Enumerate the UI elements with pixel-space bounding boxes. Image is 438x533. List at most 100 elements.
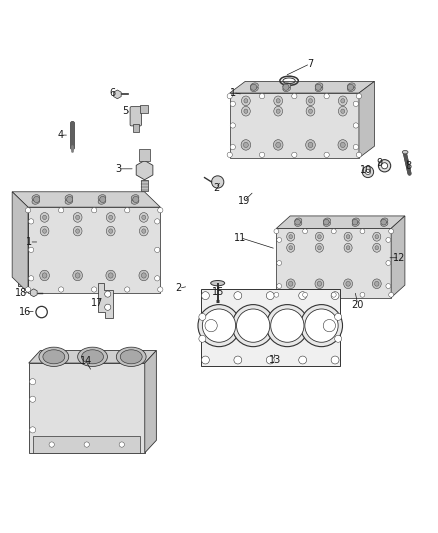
Ellipse shape: [141, 273, 146, 278]
Ellipse shape: [42, 215, 46, 220]
Ellipse shape: [244, 109, 248, 114]
Polygon shape: [18, 214, 28, 286]
Ellipse shape: [339, 107, 347, 116]
Ellipse shape: [374, 281, 379, 286]
Circle shape: [378, 159, 391, 172]
Circle shape: [381, 220, 386, 225]
Circle shape: [198, 304, 240, 346]
Circle shape: [335, 313, 342, 320]
Ellipse shape: [373, 232, 381, 241]
Text: 1: 1: [26, 237, 32, 247]
Circle shape: [28, 247, 34, 253]
Circle shape: [29, 396, 36, 402]
Ellipse shape: [347, 83, 355, 89]
Polygon shape: [230, 82, 374, 93]
Ellipse shape: [306, 140, 315, 150]
Ellipse shape: [341, 109, 345, 114]
Circle shape: [292, 93, 297, 99]
Circle shape: [105, 291, 111, 297]
Circle shape: [230, 101, 236, 107]
Circle shape: [303, 229, 307, 233]
Polygon shape: [276, 216, 405, 229]
Circle shape: [158, 287, 163, 292]
Text: 16: 16: [19, 306, 32, 317]
Circle shape: [386, 284, 391, 288]
Text: 5: 5: [122, 107, 128, 116]
Polygon shape: [28, 207, 160, 293]
Circle shape: [352, 220, 358, 225]
Text: 7: 7: [307, 59, 313, 69]
Text: 9: 9: [376, 158, 382, 168]
Circle shape: [25, 207, 31, 213]
FancyBboxPatch shape: [139, 149, 150, 161]
Ellipse shape: [339, 96, 347, 106]
Ellipse shape: [106, 226, 115, 236]
Circle shape: [49, 442, 54, 447]
Circle shape: [251, 84, 257, 90]
Circle shape: [232, 304, 274, 346]
Ellipse shape: [323, 221, 331, 227]
Circle shape: [199, 335, 206, 342]
Ellipse shape: [346, 281, 350, 286]
Ellipse shape: [241, 96, 250, 106]
Circle shape: [124, 287, 130, 292]
Circle shape: [259, 93, 265, 99]
Text: 2: 2: [213, 183, 219, 192]
Polygon shape: [98, 283, 113, 318]
Circle shape: [271, 309, 304, 342]
Circle shape: [347, 84, 353, 90]
Ellipse shape: [244, 142, 248, 148]
Circle shape: [323, 319, 336, 332]
FancyBboxPatch shape: [141, 180, 148, 191]
Circle shape: [324, 93, 329, 99]
Ellipse shape: [295, 221, 302, 227]
Circle shape: [274, 293, 279, 297]
Ellipse shape: [352, 218, 359, 223]
Ellipse shape: [142, 215, 146, 220]
Circle shape: [105, 304, 111, 310]
Circle shape: [100, 196, 106, 203]
Ellipse shape: [317, 281, 321, 286]
Ellipse shape: [403, 150, 408, 154]
Ellipse shape: [65, 198, 73, 204]
Ellipse shape: [244, 99, 248, 103]
Circle shape: [305, 309, 338, 342]
Polygon shape: [145, 351, 156, 453]
FancyBboxPatch shape: [130, 107, 141, 126]
Ellipse shape: [139, 213, 148, 222]
Circle shape: [234, 292, 242, 300]
Circle shape: [277, 238, 282, 243]
Ellipse shape: [109, 215, 113, 220]
Circle shape: [201, 292, 209, 300]
Polygon shape: [136, 160, 153, 180]
Circle shape: [277, 284, 282, 288]
Circle shape: [227, 152, 233, 157]
Circle shape: [357, 152, 362, 157]
Circle shape: [227, 93, 233, 99]
Ellipse shape: [352, 221, 359, 227]
Ellipse shape: [40, 213, 49, 222]
Circle shape: [29, 378, 36, 385]
Text: 8: 8: [405, 161, 411, 171]
Circle shape: [266, 292, 274, 300]
Ellipse shape: [81, 350, 103, 364]
Polygon shape: [230, 93, 359, 158]
Ellipse shape: [98, 198, 106, 204]
Ellipse shape: [344, 279, 353, 288]
Circle shape: [277, 261, 282, 265]
Ellipse shape: [241, 107, 250, 116]
Text: 14: 14: [80, 356, 92, 366]
Ellipse shape: [340, 142, 345, 148]
Circle shape: [315, 84, 321, 90]
Circle shape: [331, 293, 336, 297]
Ellipse shape: [139, 270, 148, 281]
Circle shape: [202, 309, 236, 342]
Ellipse shape: [251, 86, 258, 92]
Polygon shape: [113, 90, 121, 99]
Circle shape: [155, 247, 160, 253]
Ellipse shape: [373, 244, 381, 252]
Text: 13: 13: [268, 355, 281, 365]
Ellipse shape: [289, 235, 293, 239]
Circle shape: [324, 152, 329, 157]
Ellipse shape: [65, 195, 73, 200]
